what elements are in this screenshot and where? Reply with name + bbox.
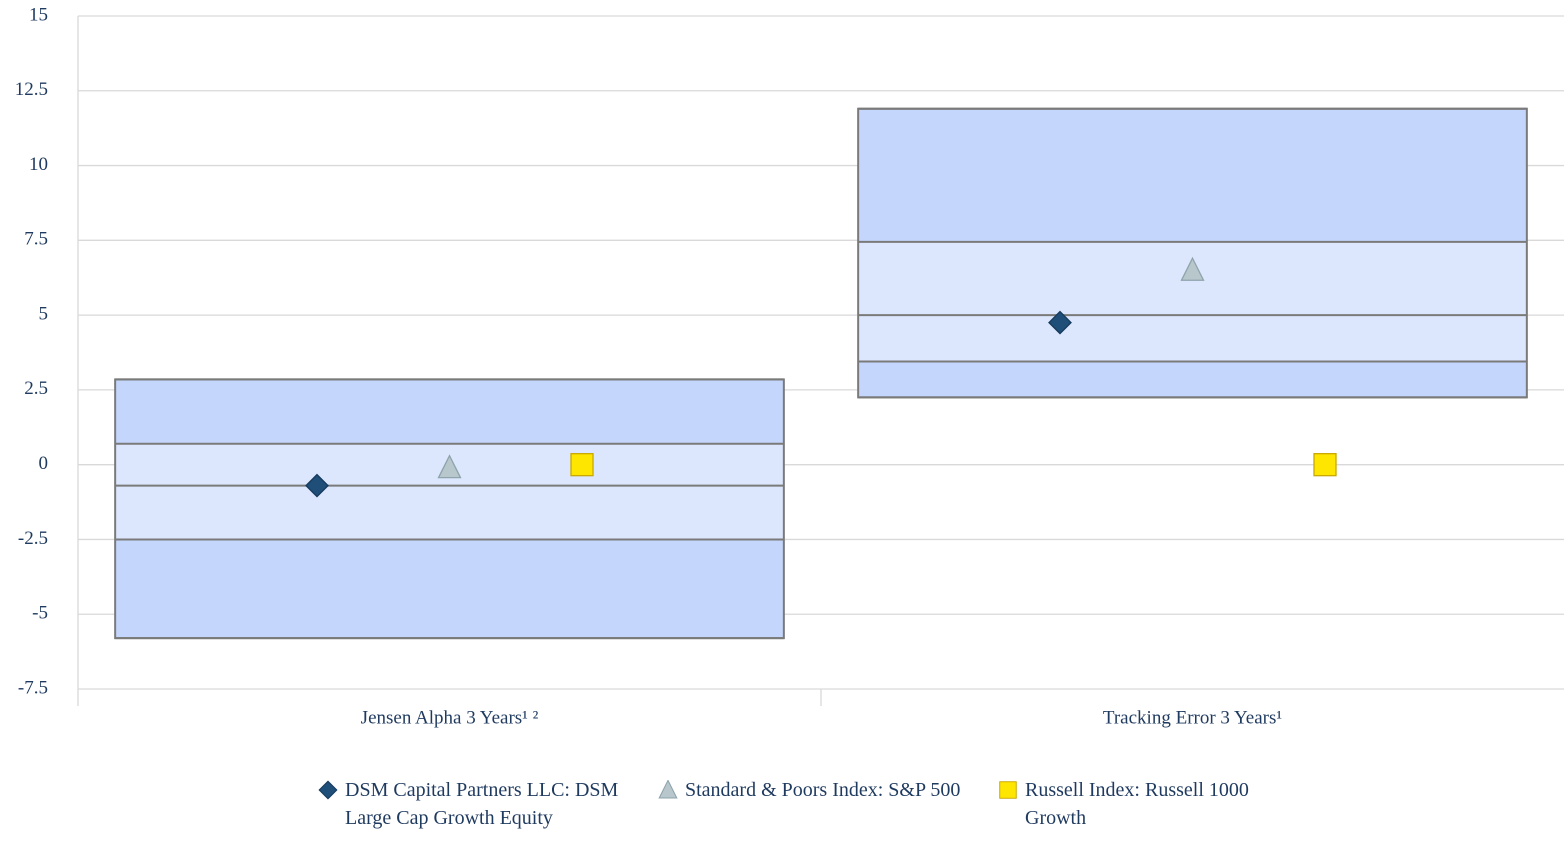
legend-icon: [658, 780, 678, 799]
y-tick-label: -7.5: [18, 677, 48, 698]
box-segment: [858, 361, 1527, 398]
marker-diamond: [318, 780, 338, 800]
legend-label: Standard & Poors Index: S&P 500: [685, 779, 961, 801]
marker-square: [999, 781, 1017, 799]
y-tick-label: 2.5: [24, 378, 48, 399]
y-tick-label: 7.5: [24, 229, 48, 250]
box-segment: [115, 485, 784, 540]
box-segment: [858, 108, 1527, 242]
y-tick-label: 15: [29, 4, 48, 25]
y-tick-label: 10: [29, 154, 48, 175]
marker-diamond: [305, 473, 329, 498]
y-tick-label: 0: [39, 453, 49, 474]
legend-marker: [658, 780, 678, 799]
box-segment: [858, 315, 1527, 362]
legend-marker: [999, 781, 1017, 799]
y-tick-label: 12.5: [15, 79, 48, 100]
marker-square: [570, 453, 594, 477]
legend-icon: [999, 781, 1017, 799]
legend-icon: [318, 780, 338, 800]
marker-triangle: [1180, 256, 1205, 281]
legend-item: DSM Capital Partners LLC: DSM Large Cap …: [318, 776, 625, 832]
chart: 15 12.5 10 7.5 5 2.5 0 -2.5 -5 -7.5 Jensen Alpha 3…: [15, 4, 1564, 728]
box-outline: [114, 378, 785, 640]
y-tick-label: -5: [32, 603, 48, 624]
legend-marker: [318, 780, 338, 800]
x-tick-label: Tracking Error 3 Years¹: [1103, 707, 1282, 728]
y-tick-label: -2.5: [18, 528, 48, 549]
legend-label: Russell Index: Russell 1000 Growth: [1025, 779, 1249, 829]
legend-item: Standard & Poors Index: S&P 500: [658, 776, 965, 804]
marker-triangle: [437, 454, 462, 479]
legend-item: Russell Index: Russell 1000 Growth: [998, 776, 1305, 832]
x-tick-label: Jensen Alpha 3 Years¹ ²: [361, 707, 539, 728]
y-tick-label: 5: [39, 303, 49, 324]
box-segment: [115, 379, 784, 444]
marker-diamond: [1048, 310, 1072, 335]
marker-triangle: [658, 780, 678, 799]
legend-label: DSM Capital Partners LLC: DSM Large Cap …: [345, 779, 619, 829]
box-segment: [115, 539, 784, 639]
box-outline: [857, 107, 1528, 399]
marker-square: [1313, 453, 1337, 477]
